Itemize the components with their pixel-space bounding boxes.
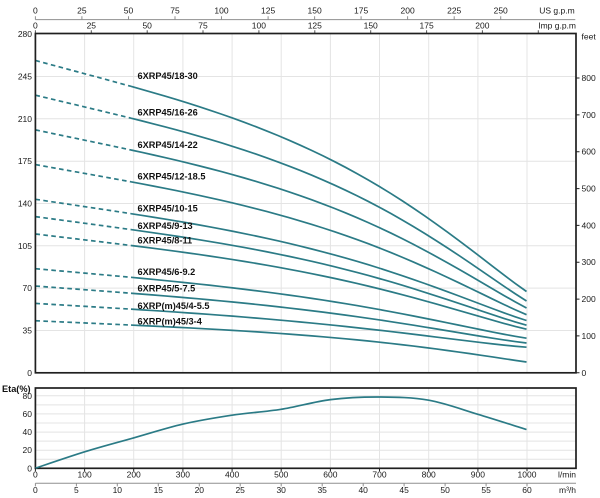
svg-text:30: 30 [276, 485, 286, 495]
svg-text:80: 80 [23, 391, 33, 401]
svg-text:700: 700 [372, 470, 386, 480]
svg-text:60: 60 [23, 409, 33, 419]
svg-text:280: 280 [18, 29, 32, 39]
svg-text:35: 35 [23, 326, 33, 336]
svg-text:Imp g.p.m: Imp g.p.m [538, 20, 576, 30]
svg-text:35: 35 [317, 485, 327, 495]
svg-text:25: 25 [235, 485, 245, 495]
svg-text:300: 300 [582, 257, 596, 267]
svg-text:20: 20 [195, 485, 205, 495]
svg-text:500: 500 [582, 184, 596, 194]
svg-text:50: 50 [440, 485, 450, 495]
svg-text:75: 75 [170, 6, 180, 16]
svg-text:250: 250 [494, 6, 508, 16]
svg-text:6XRP45/12-18.5: 6XRP45/12-18.5 [138, 171, 206, 181]
svg-text:175: 175 [420, 20, 434, 30]
svg-text:50: 50 [142, 20, 152, 30]
svg-text:600: 600 [323, 470, 337, 480]
svg-text:Eta(%): Eta(%) [2, 384, 31, 394]
svg-text:6XRP45/9-13: 6XRP45/9-13 [138, 221, 193, 231]
svg-text:5: 5 [74, 485, 79, 495]
svg-text:6XRP45/8-11: 6XRP45/8-11 [138, 235, 193, 245]
svg-text:1000: 1000 [518, 470, 537, 480]
svg-text:400: 400 [582, 220, 596, 230]
svg-text:105: 105 [18, 241, 32, 251]
svg-text:100: 100 [78, 470, 92, 480]
svg-text:175: 175 [354, 6, 368, 16]
svg-text:10: 10 [113, 485, 123, 495]
svg-text:125: 125 [261, 6, 275, 16]
svg-text:40: 40 [23, 427, 33, 437]
svg-text:125: 125 [308, 20, 322, 30]
svg-text:100: 100 [252, 20, 266, 30]
svg-text:0: 0 [582, 368, 587, 378]
svg-text:0: 0 [33, 20, 38, 30]
svg-text:m³/h: m³/h [559, 485, 576, 495]
svg-text:0: 0 [33, 6, 38, 16]
svg-text:0: 0 [27, 463, 32, 473]
svg-text:500: 500 [274, 470, 288, 480]
svg-text:200: 200 [127, 470, 141, 480]
svg-text:900: 900 [471, 470, 485, 480]
svg-text:25: 25 [87, 20, 97, 30]
svg-text:6XRP45/5-7.5: 6XRP45/5-7.5 [138, 284, 196, 294]
svg-text:20: 20 [23, 445, 33, 455]
svg-text:100: 100 [214, 6, 228, 16]
svg-text:150: 150 [364, 20, 378, 30]
svg-text:US g.p.m: US g.p.m [539, 6, 574, 16]
svg-text:200: 200 [401, 6, 415, 16]
svg-text:l/min: l/min [558, 470, 576, 480]
svg-text:175: 175 [18, 156, 32, 166]
svg-text:75: 75 [198, 20, 208, 30]
svg-text:0: 0 [33, 485, 38, 495]
svg-text:200: 200 [475, 20, 489, 30]
svg-text:50: 50 [124, 6, 134, 16]
svg-text:100: 100 [582, 331, 596, 341]
svg-text:300: 300 [176, 470, 190, 480]
svg-text:200: 200 [582, 294, 596, 304]
svg-text:60: 60 [522, 485, 532, 495]
svg-text:140: 140 [18, 199, 32, 209]
svg-text:40: 40 [358, 485, 368, 495]
svg-text:25: 25 [77, 6, 87, 16]
svg-text:6XRP(m)45/4-5.5: 6XRP(m)45/4-5.5 [138, 301, 210, 311]
svg-text:6XRP(m)45/3-4: 6XRP(m)45/3-4 [138, 316, 203, 326]
svg-text:400: 400 [225, 470, 239, 480]
svg-text:150: 150 [308, 6, 322, 16]
svg-text:245: 245 [18, 72, 32, 82]
svg-text:6XRP45/14-22: 6XRP45/14-22 [138, 140, 198, 150]
svg-text:feet: feet [582, 32, 597, 42]
svg-text:225: 225 [447, 6, 461, 16]
svg-text:700: 700 [582, 110, 596, 120]
svg-text:800: 800 [422, 470, 436, 480]
svg-text:0: 0 [33, 470, 38, 480]
svg-text:0: 0 [27, 368, 32, 378]
svg-text:45: 45 [399, 485, 409, 495]
svg-text:70: 70 [23, 283, 33, 293]
svg-text:6XRP45/16-26: 6XRP45/16-26 [138, 107, 198, 117]
svg-text:6XRP45/10-15: 6XRP45/10-15 [138, 203, 198, 213]
svg-text:6XRP45/6-9.2: 6XRP45/6-9.2 [138, 267, 196, 277]
svg-text:800: 800 [582, 73, 596, 83]
svg-text:15: 15 [154, 485, 164, 495]
svg-text:55: 55 [481, 485, 491, 495]
svg-text:6XRP45/18-30: 6XRP45/18-30 [138, 71, 198, 81]
svg-text:600: 600 [582, 147, 596, 157]
svg-text:210: 210 [18, 114, 32, 124]
